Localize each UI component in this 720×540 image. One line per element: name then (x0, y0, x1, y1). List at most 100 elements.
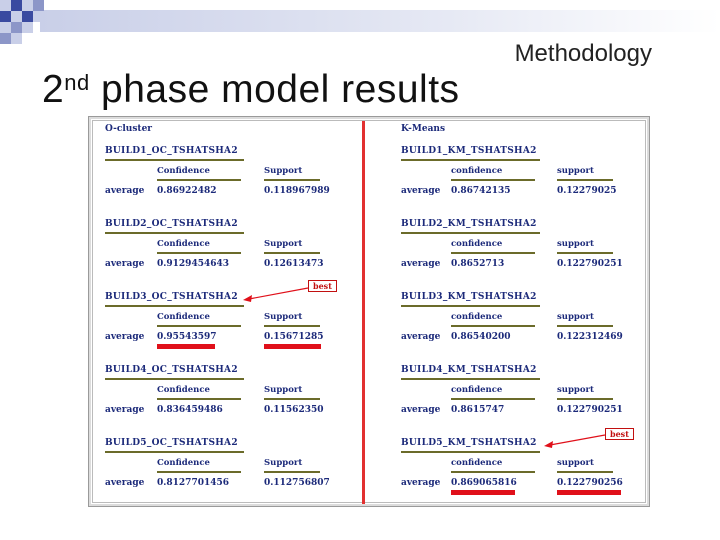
average-label: average (105, 405, 145, 415)
support-header: Support (264, 312, 303, 322)
confidence-header: Confidence (157, 166, 210, 176)
underline (157, 325, 241, 327)
confidence-header: confidence (451, 312, 503, 322)
average-label: average (105, 478, 145, 488)
support-value: 0.12613473 (264, 259, 324, 269)
header-decoration (0, 0, 720, 44)
confidence-header: Confidence (157, 239, 210, 249)
title-superscript: nd (64, 70, 90, 95)
confidence-header: confidence (451, 239, 503, 249)
confidence-header: confidence (451, 458, 503, 468)
build-name: BUILD3_KM_TSHATSHA2 (401, 292, 537, 302)
best-highlight-bar (451, 490, 515, 495)
underline (401, 159, 540, 161)
best-highlight-bar (157, 344, 215, 349)
average-label: average (401, 332, 441, 342)
best-callout-label: best (605, 428, 634, 440)
underline (401, 305, 540, 307)
underline (451, 252, 535, 254)
confidence-value: 0.86742135 (451, 186, 511, 196)
best-callout-label: best (308, 280, 337, 292)
support-value: 0.122312469 (557, 332, 623, 342)
average-label: average (401, 478, 441, 488)
underline (105, 378, 244, 380)
confidence-value: 0.836459486 (157, 405, 223, 415)
kmeans-build-5: BUILD5_KM_TSHATSHA2 confidence support a… (397, 438, 647, 510)
build-name: BUILD2_OC_TSHATSHA2 (105, 219, 238, 229)
build-name: BUILD4_OC_TSHATSHA2 (105, 365, 238, 375)
underline (451, 325, 535, 327)
best-highlight-bar (557, 490, 621, 495)
average-label: average (105, 332, 145, 342)
support-header: Support (264, 166, 303, 176)
confidence-header: Confidence (157, 312, 210, 322)
kmeans-build-3: BUILD3_KM_TSHATSHA2 confidence support a… (397, 292, 647, 364)
support-value: 0.118967989 (264, 186, 330, 196)
ocluster-build-3: BUILD3_OC_TSHATSHA2 Confidence Support a… (101, 292, 357, 364)
build-name: BUILD1_OC_TSHATSHA2 (105, 146, 238, 156)
title-number: 2 (42, 68, 65, 111)
ocluster-heading: O-cluster (105, 124, 153, 134)
underline (557, 398, 613, 400)
confidence-value: 0.95543597 (157, 332, 217, 342)
underline (557, 325, 613, 327)
best-highlight-bar (264, 344, 321, 349)
support-header: support (557, 458, 594, 468)
underline (264, 325, 320, 327)
underline (157, 471, 241, 473)
ocluster-build-2: BUILD2_OC_TSHATSHA2 Confidence Support a… (101, 219, 357, 291)
build-name: BUILD3_OC_TSHATSHA2 (105, 292, 238, 302)
ocluster-build-1: BUILD1_OC_TSHATSHA2 Confidence Support a… (101, 146, 357, 218)
support-header: support (557, 385, 594, 395)
underline (105, 159, 244, 161)
kmeans-build-4: BUILD4_KM_TSHATSHA2 confidence support a… (397, 365, 647, 437)
confidence-value: 0.8652713 (451, 259, 505, 269)
ocluster-build-4: BUILD4_OC_TSHATSHA2 Confidence Support a… (101, 365, 357, 437)
underline (451, 398, 535, 400)
confidence-value: 0.86922482 (157, 186, 217, 196)
underline (401, 378, 540, 380)
kmeans-build-1: BUILD1_KM_TSHATSHA2 confidence support a… (397, 146, 647, 218)
average-label: average (401, 259, 441, 269)
average-label: average (105, 259, 145, 269)
underline (451, 471, 535, 473)
underline (105, 305, 244, 307)
confidence-value: 0.8127701456 (157, 478, 230, 488)
support-value: 0.112756807 (264, 478, 330, 488)
confidence-header: confidence (451, 385, 503, 395)
underline (557, 471, 613, 473)
column-divider (362, 121, 365, 504)
section-label: Methodology (514, 40, 652, 67)
average-label: average (401, 186, 441, 196)
average-label: average (105, 186, 145, 196)
confidence-header: Confidence (157, 385, 210, 395)
support-header: Support (264, 458, 303, 468)
kmeans-build-2: BUILD2_KM_TSHATSHA2 confidence support a… (397, 219, 647, 291)
support-header: support (557, 239, 594, 249)
build-name: BUILD5_KM_TSHATSHA2 (401, 438, 537, 448)
results-frame: O-cluster BUILD1_OC_TSHATSHA2 Confidence… (92, 120, 647, 504)
confidence-value: 0.8615747 (451, 405, 505, 415)
support-header: support (557, 312, 594, 322)
best-arrow-icon (544, 434, 606, 448)
results-screenshot: O-cluster BUILD1_OC_TSHATSHA2 Confidence… (88, 116, 650, 507)
confidence-header: confidence (451, 166, 503, 176)
underline (264, 398, 320, 400)
build-name: BUILD2_KM_TSHATSHA2 (401, 219, 537, 229)
underline (401, 451, 540, 453)
underline (105, 451, 244, 453)
kmeans-heading: K-Means (401, 124, 446, 134)
confidence-header: Confidence (157, 458, 210, 468)
underline (557, 252, 613, 254)
support-value: 0.122790251 (557, 405, 623, 415)
support-value: 0.11562350 (264, 405, 324, 415)
support-value: 0.122790256 (557, 478, 623, 488)
support-header: support (557, 166, 594, 176)
underline (451, 179, 535, 181)
underline (264, 252, 320, 254)
underline (105, 232, 244, 234)
support-value: 0.12279025 (557, 186, 617, 196)
confidence-value: 0.86540200 (451, 332, 511, 342)
support-header: Support (264, 385, 303, 395)
build-name: BUILD5_OC_TSHATSHA2 (105, 438, 238, 448)
